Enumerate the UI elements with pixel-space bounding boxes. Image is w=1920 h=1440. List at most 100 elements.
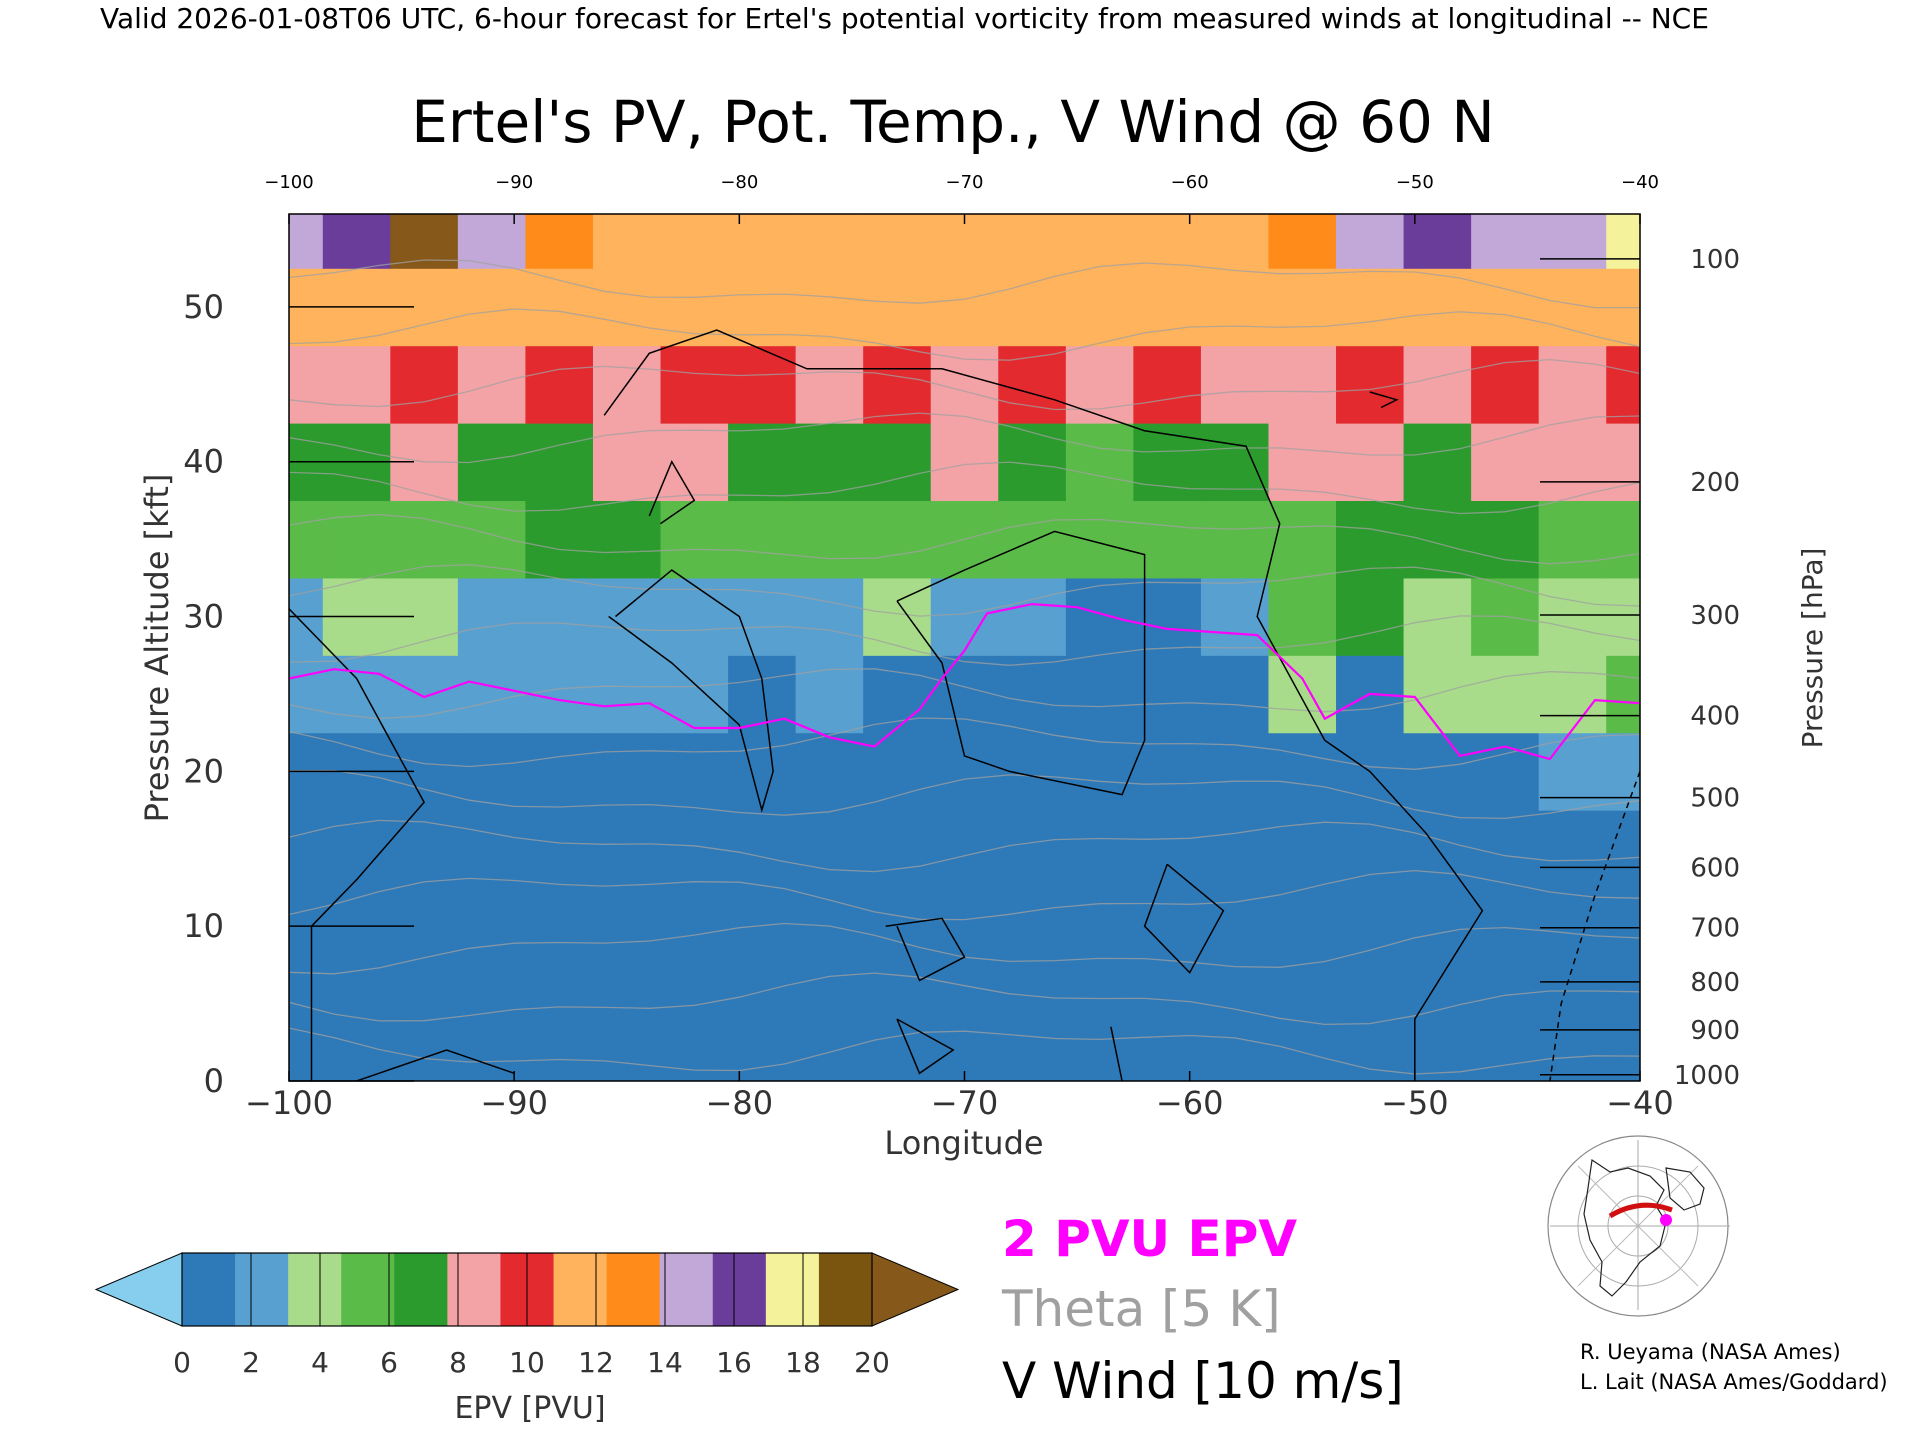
wind-zero-contour [356,1049,515,1081]
epv-cell [322,810,391,889]
colorbar-tick-label: 18 [785,1346,821,1379]
epv-cell [1065,732,1134,811]
epv-cell [1336,214,1405,269]
epv-cell [998,810,1067,889]
epv-cell [728,810,797,889]
theta-isentrope [289,564,1640,617]
epv-cell [390,1042,459,1081]
theta-isentrope [289,412,1640,464]
epv-cell [1133,1042,1202,1081]
epv-cell [728,268,797,347]
epv-cell [863,345,932,424]
chart-title: Ertel's PV, Pot. Temp., V Wind @ 60 N [411,88,1494,156]
epv-cell [728,732,797,811]
legend-pv-label: 2 PVU EPV [1002,1210,1298,1268]
epv-cell [998,1042,1067,1081]
epv-cell [457,500,527,579]
epv-cell [289,500,324,579]
epv-cell [1200,268,1270,347]
epv-cell [1268,577,1337,656]
x-tick-label: −80 [706,1084,774,1122]
epv-cell [1606,964,1640,1043]
epv-cell [1403,655,1472,734]
epv-cell [592,268,662,347]
credit-line: L. Lait (NASA Ames/Goddard) [1580,1370,1888,1394]
epv-cell [863,964,932,1043]
epv-cell [728,423,797,502]
epv-cell [457,577,527,656]
epv-cell [1336,268,1405,347]
x-tick-label: −60 [1156,1084,1224,1122]
theta-isentrope [289,819,1640,873]
epv-cell [592,964,662,1043]
epv-cell [1268,655,1337,734]
epv-cell [592,732,662,811]
epv-cell [1200,655,1270,734]
epv-cell [998,214,1067,269]
epv-cell [1133,732,1202,811]
colorbar-segment [659,1253,714,1326]
x-tick-label: −50 [1381,1084,1449,1122]
epv-cell [592,577,662,656]
theta-isentrope [289,769,1640,820]
wind-zero-contour [289,608,426,1081]
epv-cell [1268,345,1337,424]
epv-cell [1538,655,1607,734]
pressure-tick-label: 700 [1690,914,1740,944]
pressure-tick-label: 100 [1690,245,1740,275]
epv-cell [322,345,391,424]
epv-cell [592,810,662,889]
epv-cell [1200,1042,1270,1081]
epv-cell [863,1042,932,1081]
y-tick-label: 50 [183,288,224,326]
colorbar-segment [288,1253,342,1326]
location-marker [1660,1214,1672,1226]
epv-cell [525,810,594,889]
epv-cell [1133,268,1202,347]
epv-cell [1538,732,1607,811]
epv-cell [525,345,594,424]
epv-cell [525,268,594,347]
theta-isentrope [289,513,1640,565]
pv-2pvu-contour [289,602,1640,761]
epv-cell [1336,423,1405,502]
epv-cell [1200,423,1270,502]
epv-heatmap [289,214,1640,1081]
locator-map [1540,1135,1737,1317]
x-tick-label-top: −40 [1621,172,1659,193]
epv-cell [1606,887,1640,966]
epv-cell [660,732,729,811]
colorbar-segment [235,1253,289,1326]
epv-cell [1538,500,1607,579]
epv-cell [1268,732,1337,811]
epv-cell [525,500,594,579]
epv-cell [1403,268,1472,347]
wind-zero-contour [1143,863,1225,974]
epv-cell [660,500,729,579]
epv-cell [592,1042,662,1081]
epv-cell [1336,810,1405,889]
epv-cell [457,810,527,889]
wind-zero-contour [1369,391,1399,409]
epv-cell [1538,810,1607,889]
epv-cell [1403,577,1472,656]
epv-cell [1133,423,1202,502]
epv-cell [660,887,729,966]
epv-cell [1065,577,1134,656]
epv-cell [1336,345,1405,424]
epv-cell [457,887,527,966]
epv-cell [795,964,864,1043]
epv-cell [1133,500,1202,579]
epv-cell [1403,423,1472,502]
epv-cell [930,887,999,966]
colorbar-tick-label: 20 [854,1346,890,1379]
epv-cell [863,214,932,269]
credit-line: R. Ueyama (NASA Ames) [1580,1340,1841,1364]
epv-cell [1133,577,1202,656]
epv-cell [1538,1042,1607,1081]
theta-isentrope [289,869,1640,921]
epv-cell [1471,732,1540,811]
epv-cell [1538,345,1607,424]
x-tick-label: −70 [931,1084,999,1122]
epv-cell [1538,214,1607,269]
